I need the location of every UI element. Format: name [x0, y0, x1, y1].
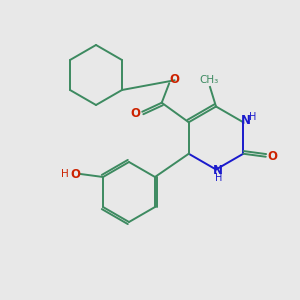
Text: O: O — [169, 73, 180, 86]
Text: O: O — [130, 107, 140, 120]
Text: H: H — [249, 112, 256, 122]
Text: H: H — [61, 169, 68, 179]
Text: N: N — [212, 164, 223, 178]
Text: H: H — [215, 173, 222, 183]
Text: O: O — [267, 150, 278, 163]
Text: O: O — [70, 167, 80, 181]
Text: CH₃: CH₃ — [199, 75, 218, 85]
Text: N: N — [240, 114, 250, 127]
